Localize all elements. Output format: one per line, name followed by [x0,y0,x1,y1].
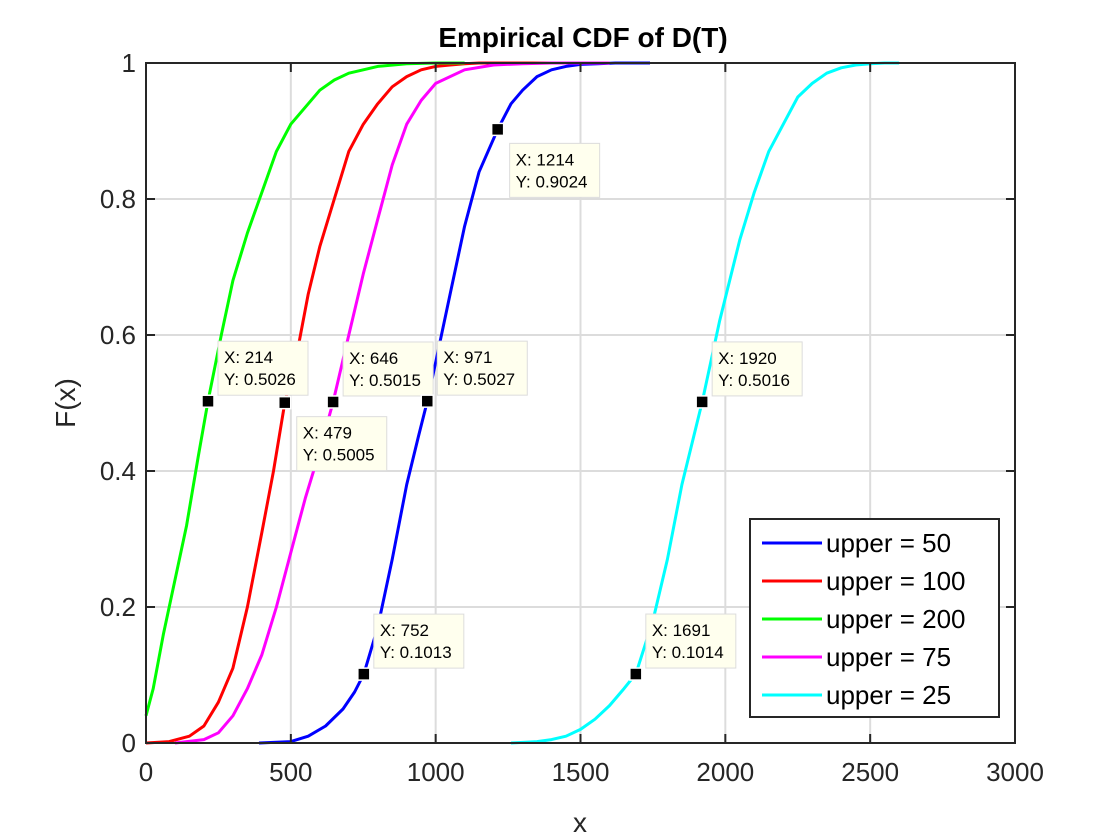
datatip-x-text: X: 646 [349,349,398,368]
datatip-box [509,142,601,198]
legend-label: upper = 75 [826,642,951,672]
x-tick-label: 2000 [696,757,754,787]
axes: 0 500 1000 1500 2000 2500 3000 0 0.2 0.4 0.6 0.8 1 [100,48,1044,787]
datatip-box [645,613,737,669]
datatip-marker [201,394,215,408]
datatip-x-text: X: 214 [224,348,273,367]
datatip-x-text: X: 479 [303,424,352,443]
datatip-x-text: X: 971 [443,348,492,367]
datatip-marker [695,395,709,409]
x-tick-label: 3000 [986,757,1044,787]
legend-label: upper = 50 [826,528,951,558]
y-tick-label: 0.2 [100,592,136,622]
datatip-y-text: Y: 0.5005 [303,446,375,465]
datatip-box [436,340,528,396]
x-tick-label: 1500 [552,757,610,787]
datatip-box [342,341,434,397]
y-tick-label: 0.8 [100,184,136,214]
series-line [144,61,465,717]
datatip-y-text: Y: 0.5027 [443,370,515,389]
datatip-x-text: X: 1214 [516,150,575,169]
y-tick-label: 0 [122,728,136,758]
y-tick-label: 0.4 [100,456,136,486]
datatip-y-text: Y: 0.5016 [718,371,790,390]
datatip-marker [420,394,435,408]
chart-title: Empirical CDF of D(T) [438,22,727,53]
datatip-y-text: Y: 0.5026 [224,370,296,389]
datatip-x-text: X: 1920 [718,349,777,368]
x-tick-label: 2500 [841,757,899,787]
series-line [258,61,650,745]
datatip-marker [278,395,292,410]
datatips: X: 1214 Y: 0.9024 X: 214 Y: 0.5026 X: 479 Y: … [201,122,803,681]
datatip-y-text: Y: 0.1013 [380,643,452,662]
datatip-marker [629,667,643,681]
datatip-box [711,341,803,397]
legend-label: upper = 200 [826,604,966,634]
y-tick-label: 0.6 [100,320,136,350]
series-lines [144,61,900,745]
datatip-box [217,340,309,396]
series-line [510,61,900,745]
x-tick-label: 1000 [407,757,465,787]
legend-label: upper = 100 [826,566,966,596]
legend-label: upper = 25 [826,680,951,710]
y-tick-label: 1 [122,48,136,78]
datatip-marker [357,667,371,681]
x-tick-label: 500 [269,757,312,787]
x-tick-label: 0 [139,757,153,787]
datatip-y-text: Y: 0.9024 [516,172,588,191]
datatip-x-text: X: 752 [380,621,429,640]
datatip-x-text: X: 1691 [652,621,711,640]
datatip-marker [490,122,505,137]
y-axis-label: F(x) [50,378,81,428]
legend: upper = 50 upper = 100 upper = 200 upper = … [749,518,1000,718]
datatip-y-text: Y: 0.1014 [652,643,724,662]
x-axis-label: x [573,807,587,838]
series-line [174,61,610,745]
datatip-marker [326,395,340,409]
datatip-box [373,613,465,669]
datatip-box [296,416,388,472]
datatip-y-text: Y: 0.5015 [349,371,421,390]
